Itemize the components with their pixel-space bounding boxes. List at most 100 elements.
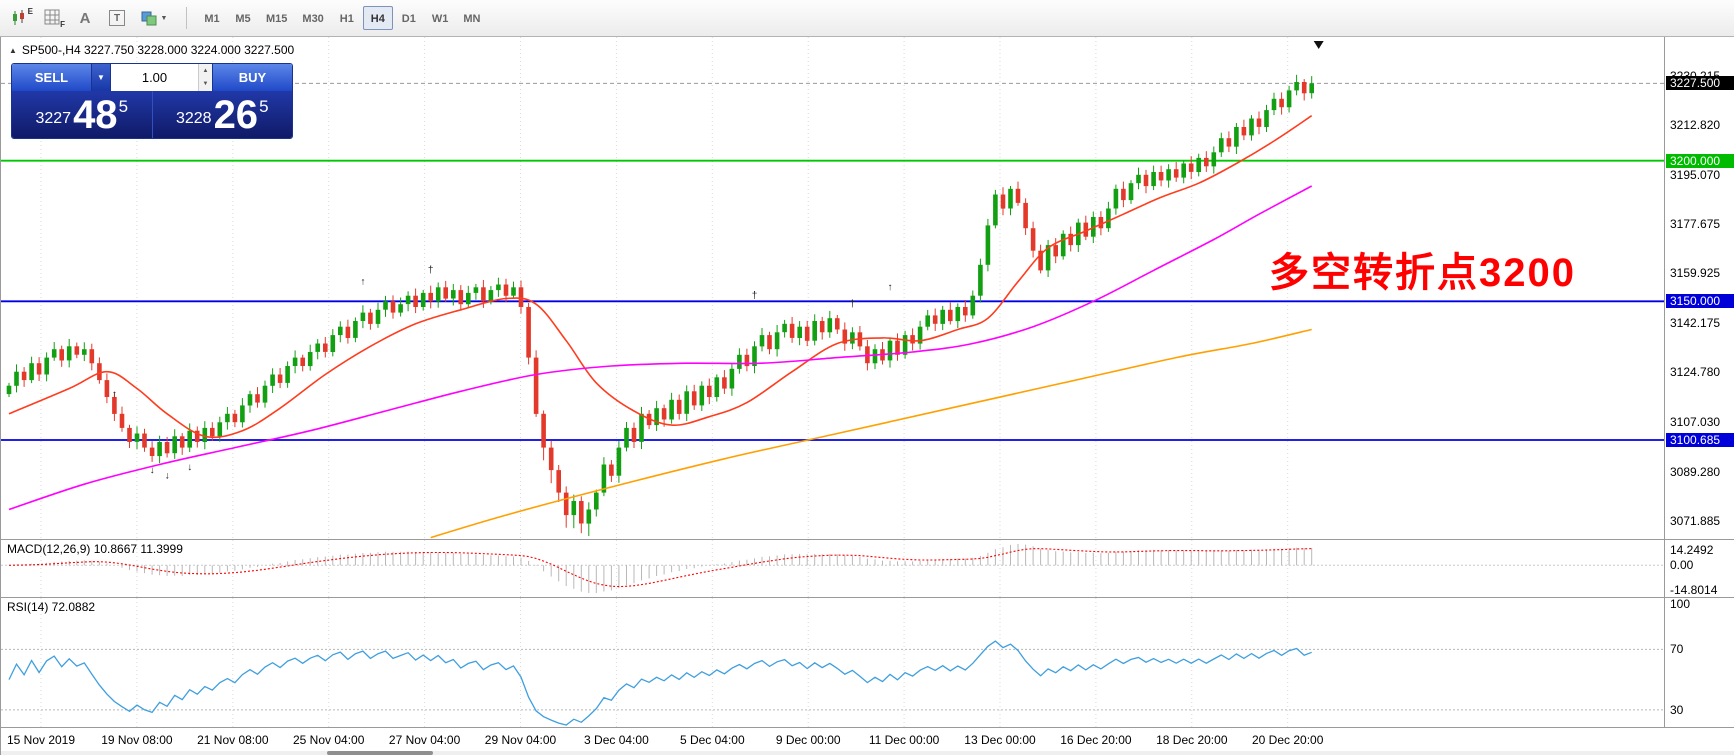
timeframe-h4-button[interactable]: H4 bbox=[362, 6, 393, 30]
timeframe-w1-button[interactable]: W1 bbox=[431, 13, 449, 25]
time-label: 29 Nov 04:00 bbox=[484, 733, 557, 747]
rsi-scale-label: 30 bbox=[1670, 703, 1684, 717]
time-label: 21 Nov 08:00 bbox=[197, 733, 269, 747]
price-scale-column[interactable]: 3230.2153212.8203195.0703177.6753159.925… bbox=[1664, 37, 1734, 728]
volume-decrease-button[interactable]: ▼ bbox=[199, 77, 212, 91]
price-tick-label: 3142.175 bbox=[1670, 316, 1721, 330]
bottom-scroll-strip bbox=[1, 751, 1734, 755]
ask-price-big: 26 bbox=[213, 93, 259, 137]
trade-marker: † bbox=[428, 265, 434, 276]
ma-slow-orange bbox=[430, 328, 1312, 539]
ask-price-sup: 5 bbox=[259, 97, 269, 116]
timeframe-group: M1 M5 M15 M30 H1 H4 D1 W1 MN bbox=[197, 6, 487, 30]
current-price-label: 3227.500 bbox=[1666, 76, 1734, 90]
chart-grid-f-button[interactable]: F bbox=[38, 5, 68, 31]
letter-t-icon: T bbox=[109, 10, 125, 26]
time-label: 11 Dec 00:00 bbox=[868, 733, 940, 747]
sell-button[interactable]: SELL bbox=[12, 64, 91, 91]
grid-icon bbox=[44, 9, 60, 25]
timeframe-d1-button[interactable]: D1 bbox=[401, 13, 416, 25]
spinner-up-icon: ▲ bbox=[202, 67, 209, 74]
timeframe-h1-button[interactable]: H1 bbox=[339, 13, 354, 25]
shapes-icon bbox=[141, 11, 157, 26]
text-label-tool-button[interactable]: A bbox=[70, 5, 100, 31]
text-box-tool-button[interactable]: T bbox=[102, 5, 132, 31]
top-toolbar: E F A T ▼ M1 M5 M15 M30 H1 H4 D1 W1 MN bbox=[0, 0, 1734, 37]
trade-marker: ↓ bbox=[165, 471, 170, 482]
trade-marker: † bbox=[752, 291, 758, 302]
volume-dropdown-button[interactable]: ▼ bbox=[91, 64, 111, 91]
rsi-scale-label: 100 bbox=[1670, 597, 1691, 611]
volume-input[interactable] bbox=[111, 64, 212, 91]
overlay-letter-f: F bbox=[60, 20, 65, 29]
time-axis[interactable]: 15 Nov 2019 19 Nov 08:00 21 Nov 08:00 25 No… bbox=[1, 728, 1734, 751]
timeframe-m15-button[interactable]: M15 bbox=[266, 13, 288, 25]
macd-scale-max: 14.2492 bbox=[1670, 543, 1714, 557]
expand-triangle-icon[interactable]: ▲ bbox=[9, 46, 17, 55]
ask-price: 3228 26 5 bbox=[151, 91, 293, 138]
panel-separator[interactable] bbox=[1, 597, 1734, 598]
chart-shift-marker bbox=[1313, 41, 1324, 49]
bid-price: 3227 48 5 bbox=[12, 91, 152, 138]
trade-marker: ↓ bbox=[150, 465, 155, 476]
price-tick-label: 3195.070 bbox=[1670, 168, 1721, 182]
price-tick-label: 3177.675 bbox=[1670, 217, 1721, 231]
volume-spinner: ▲ ▼ bbox=[198, 64, 212, 91]
bid-price-big: 48 bbox=[73, 93, 118, 137]
spinner-down-icon: ▼ bbox=[202, 81, 209, 88]
level-price-label: 3100.685 bbox=[1666, 433, 1734, 447]
letter-a-icon: A bbox=[79, 9, 91, 27]
chevron-down-icon: ▼ bbox=[160, 14, 168, 22]
level-price-label: 3200.000 bbox=[1666, 154, 1734, 168]
time-axis-separator bbox=[1, 727, 1734, 728]
candlestick-chart-icon bbox=[13, 10, 24, 25]
trade-marker: ↓ bbox=[187, 462, 192, 473]
ma-mid-magenta bbox=[8, 185, 1313, 511]
bid-price-sup: 5 bbox=[118, 97, 129, 116]
horizontal-scrollbar-thumb[interactable] bbox=[327, 751, 433, 755]
time-label: 19 Nov 08:00 bbox=[101, 733, 173, 747]
shapes-tool-button[interactable]: ▼ bbox=[134, 5, 174, 31]
time-label: 20 Dec 20:00 bbox=[1251, 733, 1324, 747]
price-tick-label: 3071.885 bbox=[1670, 514, 1721, 528]
overlay-letter-e: E bbox=[27, 7, 33, 16]
volume-field: ▲ ▼ bbox=[111, 64, 213, 91]
macd-signal-line bbox=[8, 548, 1312, 588]
toolbar-separator bbox=[186, 7, 187, 29]
rsi-panel-svg[interactable] bbox=[1, 598, 1664, 727]
time-label: 9 Dec 00:00 bbox=[775, 733, 841, 747]
trade-marker: ↑ bbox=[888, 282, 893, 293]
ask-price-small: 3228 bbox=[175, 110, 212, 127]
trade-marker: ↑ bbox=[360, 277, 365, 288]
main-chart-svg[interactable]: ↑ ↓ ↓ ↓ ↑ † † † ↑ bbox=[1, 37, 1664, 539]
timeframe-m1-button[interactable]: M1 bbox=[204, 13, 220, 25]
macd-scale-zero: 0.00 bbox=[1670, 558, 1694, 572]
macd-scale-min: -14.8014 bbox=[1670, 583, 1718, 597]
bid-price-small: 3227 bbox=[35, 110, 72, 127]
rsi-line bbox=[8, 640, 1312, 726]
price-tick-label: 3089.280 bbox=[1670, 465, 1721, 479]
time-label: 27 Nov 04:00 bbox=[388, 733, 461, 747]
rsi-label: RSI(14) 72.0882 bbox=[7, 600, 96, 614]
macd-panel-svg[interactable] bbox=[1, 540, 1664, 597]
macd-label: MACD(12,26,9) 10.8667 11.3999 bbox=[7, 542, 183, 556]
buy-button[interactable]: BUY bbox=[213, 64, 292, 91]
chart-title: SP500-,H4 3227.750 3228.000 3224.000 322… bbox=[21, 43, 295, 57]
timeframe-m30-button[interactable]: M30 bbox=[302, 13, 324, 25]
time-label: 13 Dec 00:00 bbox=[964, 733, 1036, 747]
price-tick-label: 3124.780 bbox=[1670, 365, 1721, 379]
time-label: 3 Dec 04:00 bbox=[584, 733, 649, 747]
rsi-scale-label: 70 bbox=[1670, 642, 1684, 656]
volume-increase-button[interactable]: ▲ bbox=[199, 64, 212, 78]
ma-fast-red bbox=[8, 115, 1313, 439]
trade-marker: † bbox=[850, 299, 856, 310]
chart-template-e-button[interactable]: E bbox=[6, 5, 36, 31]
timeframe-m5-button[interactable]: M5 bbox=[235, 13, 251, 25]
price-tick-label: 3159.925 bbox=[1670, 266, 1721, 280]
price-tick-label: 3107.030 bbox=[1670, 415, 1721, 429]
panel-separator[interactable] bbox=[1, 539, 1734, 540]
time-label: 25 Nov 04:00 bbox=[292, 733, 365, 747]
trade-marker: ↑ bbox=[112, 389, 117, 400]
timeframe-mn-button[interactable]: MN bbox=[463, 13, 481, 25]
